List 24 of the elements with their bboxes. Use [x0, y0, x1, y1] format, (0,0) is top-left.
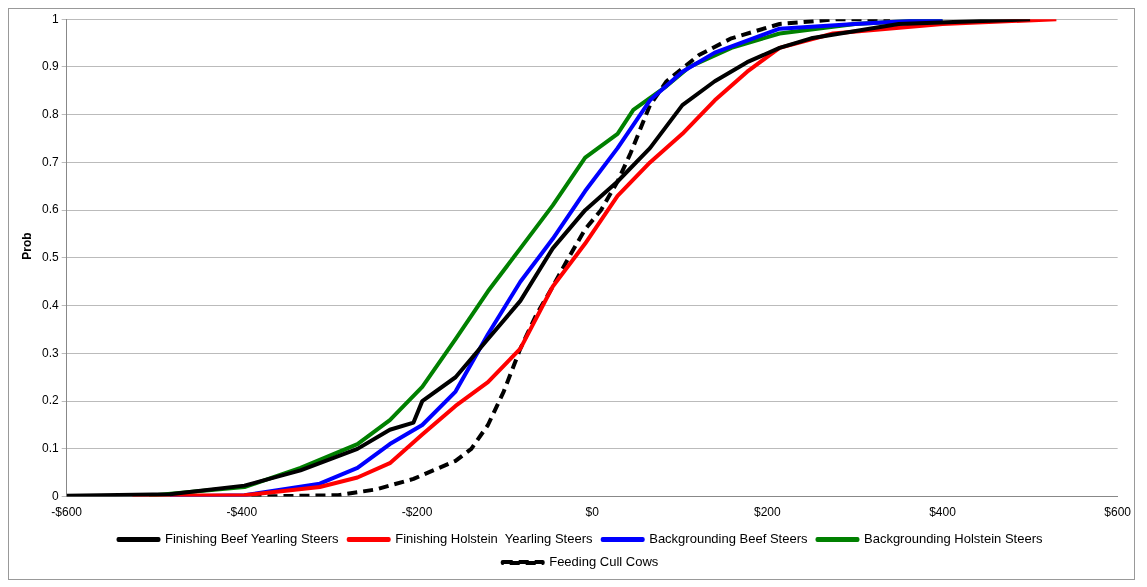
y-tick-label: 0.2	[41, 393, 59, 408]
x-tick-label: $400	[929, 505, 957, 520]
x-tick-label: -$200	[401, 505, 433, 520]
y-tick-label: 0.3	[41, 345, 59, 360]
x-tick-label: $0	[585, 505, 600, 520]
legend-label: Feeding Cull Cows	[549, 554, 659, 570]
y-tick-label: 0.5	[41, 250, 59, 265]
y-tick-label: 0	[51, 488, 59, 503]
x-tick-label: $200	[753, 505, 781, 520]
x-tick-label: -$400	[226, 505, 258, 520]
y-tick-label: 1	[51, 11, 59, 26]
y-tick-label: 0.8	[41, 106, 59, 121]
y-tick-label: 0.7	[41, 154, 59, 169]
y-tick-label: 0.9	[41, 59, 59, 74]
y-tick-label: 0.6	[41, 202, 59, 217]
legend-label: Backgrounding Holstein Steers	[863, 531, 1043, 547]
y-axis-title: Prob	[19, 232, 34, 260]
legend-label: Finishing Beef Yearling Steers	[165, 531, 339, 547]
y-tick-label: 0.1	[41, 441, 59, 456]
legend-label: Finishing Holstein Yearling Steers	[395, 531, 593, 547]
y-tick-label: 0.4	[41, 297, 59, 312]
x-tick-label: $600	[1104, 505, 1132, 520]
x-tick-label: -$600	[51, 505, 83, 520]
legend-label: Backgrounding Beef Steers	[649, 531, 808, 547]
